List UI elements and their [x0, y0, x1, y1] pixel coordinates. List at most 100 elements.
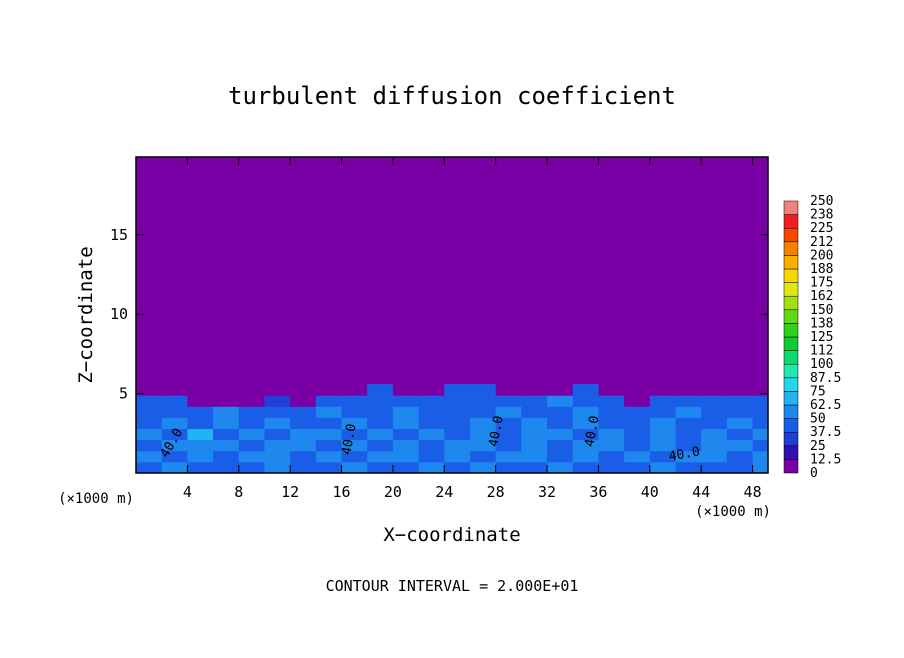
- field-cell: [418, 439, 445, 452]
- colorbar-label: 225: [810, 221, 833, 236]
- x-tick-label: 12: [281, 483, 299, 501]
- colorbar-box: [783, 431, 799, 447]
- field-cell: [161, 417, 188, 430]
- field-cell: [701, 395, 728, 407]
- field-cell: [367, 439, 394, 452]
- field-cell: [238, 384, 265, 396]
- field-cell: [341, 406, 368, 418]
- field-cell: [161, 428, 188, 441]
- field-cell: [521, 417, 548, 430]
- field-cell: [547, 395, 574, 407]
- field-cell: [701, 428, 728, 441]
- field-cell: [701, 417, 728, 430]
- field-cell: [392, 428, 420, 441]
- field-cell: [341, 417, 368, 430]
- field-cell: [649, 395, 677, 407]
- field-cell: [572, 395, 599, 407]
- field-cell: [469, 406, 497, 418]
- field-cell: [213, 417, 240, 430]
- field-cell: [598, 439, 625, 452]
- field-cell: [187, 428, 214, 441]
- x-tick-label: 48: [744, 483, 762, 501]
- field-cell: [752, 450, 768, 463]
- field-cell: [136, 417, 163, 430]
- field-cell: [675, 450, 702, 463]
- field-cell: [418, 450, 445, 463]
- field-cell: [161, 384, 188, 396]
- field-cell: [418, 384, 445, 396]
- field-cell: [598, 417, 625, 430]
- field-cell: [264, 461, 291, 473]
- field-cell: [367, 461, 394, 473]
- field-cell: [495, 395, 522, 407]
- field-cell: [136, 461, 163, 473]
- field-cell: [187, 461, 214, 473]
- field-cell: [290, 439, 317, 452]
- field-cell: [701, 461, 728, 473]
- colorbar-label: 25: [810, 439, 826, 454]
- field-cell: [341, 461, 368, 473]
- field-cell: [572, 417, 599, 430]
- field-cell: [161, 406, 188, 418]
- x-tick-label: 8: [234, 483, 243, 501]
- field-cell: [726, 461, 754, 473]
- field-cell: [264, 406, 291, 418]
- field-cell: [392, 406, 420, 418]
- field-cell: [624, 384, 651, 396]
- colorbar-label: 250: [810, 194, 833, 209]
- field-cell: [752, 439, 768, 452]
- field-cell: [572, 384, 599, 396]
- field-cell: [161, 450, 188, 463]
- colorbar-label: 238: [810, 208, 833, 223]
- field-cell: [238, 406, 265, 418]
- colorbar-label: 112: [810, 344, 833, 359]
- field-cell: [495, 450, 522, 463]
- chart-title: turbulent diffusion coefficient: [228, 82, 676, 110]
- field-cell: [675, 417, 702, 430]
- x-tick-label: 20: [384, 483, 402, 501]
- field-cell: [649, 417, 677, 430]
- field-cell: [238, 428, 265, 441]
- x-tick-label: 40: [641, 483, 659, 501]
- field-cell: [290, 395, 317, 407]
- field-cell: [649, 406, 677, 418]
- field-cell: [213, 461, 240, 473]
- colorbar-box: [783, 445, 799, 460]
- field-cell: [726, 384, 754, 396]
- field-cell: [238, 450, 265, 463]
- field-cell: [547, 461, 574, 473]
- colorbar-label: 50: [810, 412, 826, 427]
- colorbar-label: 0: [810, 466, 818, 481]
- colorbar-label: 75: [810, 384, 826, 399]
- field-cell: [675, 406, 702, 418]
- field-cell: [675, 428, 702, 441]
- contour-label: 40.0: [668, 444, 701, 464]
- field-cell: [624, 439, 651, 452]
- field-cell: [675, 439, 702, 452]
- field-cell: [136, 439, 163, 452]
- footnote: CONTOUR INTERVAL = 2.000E+01: [326, 577, 579, 595]
- field-cell: [264, 384, 291, 396]
- field-cell: [624, 450, 651, 463]
- field-cell: [341, 439, 368, 452]
- field-cell: [187, 417, 214, 430]
- colorbar-box: [783, 214, 799, 229]
- field-cell: [290, 450, 317, 463]
- field-cell: [238, 461, 265, 473]
- field-cell: [649, 450, 677, 463]
- field-cell: [495, 417, 522, 430]
- field-cell: [213, 384, 240, 396]
- colorbar-box: [783, 350, 799, 365]
- field-cell: [752, 428, 768, 441]
- field-cell: [624, 461, 651, 473]
- x-axis-label: X−coordinate: [383, 524, 520, 546]
- field-cell: [752, 406, 768, 418]
- field-cell: [547, 384, 574, 396]
- field-cell: [444, 428, 471, 441]
- colorbar-box: [783, 323, 799, 338]
- field-cell: [418, 395, 445, 407]
- colorbar-box: [783, 459, 799, 474]
- field-cell: [187, 450, 214, 463]
- field-cell: [136, 406, 163, 418]
- field-cell: [598, 384, 625, 396]
